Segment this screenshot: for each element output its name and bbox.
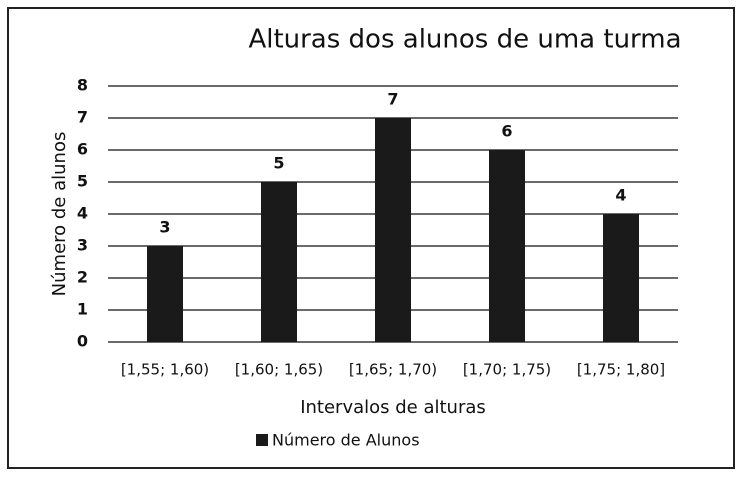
x-axis-title: Intervalos de alturas (300, 397, 486, 418)
data-label: 6 (501, 122, 512, 141)
y-tick-label: 7 (77, 108, 88, 127)
x-tick-label: [1,70; 1,75) (463, 361, 551, 379)
bar (603, 214, 639, 342)
y-tick-label: 4 (77, 204, 88, 223)
y-tick-label: 5 (77, 172, 88, 191)
y-tick-label: 1 (77, 300, 88, 319)
bar (375, 118, 411, 342)
legend-swatch (256, 434, 268, 446)
legend-label: Número de Alunos (272, 431, 420, 450)
y-tick-label: 8 (77, 76, 88, 95)
x-tick-label: [1,65; 1,70) (349, 361, 437, 379)
y-axis-title: Número de alunos (49, 132, 70, 297)
data-label: 4 (615, 186, 626, 205)
chart-title: Alturas dos alunos de uma turma (248, 25, 681, 55)
data-label: 3 (159, 218, 170, 237)
y-tick-label: 2 (77, 268, 88, 287)
y-tick-label: 3 (77, 236, 88, 255)
data-label: 7 (387, 90, 398, 109)
x-tick-label: [1,60; 1,65) (235, 361, 323, 379)
bar (147, 246, 183, 342)
y-tick-label: 0 (77, 332, 88, 351)
y-tick-label: 6 (77, 140, 88, 159)
data-label: 5 (273, 154, 284, 173)
bar (261, 182, 297, 342)
x-tick-label: [1,55; 1,60) (121, 361, 209, 379)
x-tick-label: [1,75; 1,80] (577, 361, 665, 379)
bar (489, 150, 525, 342)
